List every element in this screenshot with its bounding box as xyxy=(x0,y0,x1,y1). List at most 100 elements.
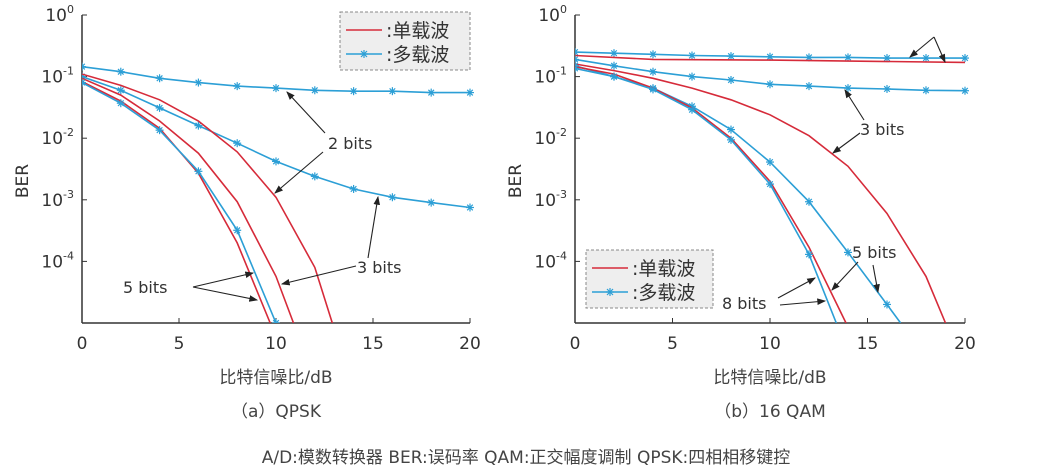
series-group xyxy=(575,48,969,323)
marker-stroke xyxy=(575,65,579,70)
series-marker xyxy=(727,125,735,134)
series-marker xyxy=(194,78,203,87)
series-marker xyxy=(649,67,657,76)
y-tick-label: 10-2 xyxy=(534,126,567,149)
y-tick-label: 10-1 xyxy=(534,65,567,88)
series-marker xyxy=(388,193,397,202)
series-marker xyxy=(233,139,242,148)
y-tick-label: 10-3 xyxy=(41,188,74,211)
legend-label: :单载波 xyxy=(386,20,449,42)
y-axis-label: BER xyxy=(506,164,526,198)
series-marker xyxy=(155,103,164,112)
annotation-arrow xyxy=(933,36,946,64)
series-line xyxy=(82,77,295,323)
x-axis-label: 比特信噪比/dB xyxy=(713,368,826,388)
marker-stroke xyxy=(575,51,579,56)
x-tick-label: 20 xyxy=(954,334,976,354)
annotation-label: 2 bits xyxy=(328,134,372,153)
series-marker xyxy=(805,82,813,91)
series-marker xyxy=(310,172,319,181)
marker-stroke xyxy=(272,319,277,323)
annotation-arrow xyxy=(192,286,259,302)
series-marker xyxy=(466,88,474,97)
series-marker xyxy=(805,250,813,259)
marker-stroke xyxy=(82,81,86,86)
series-marker xyxy=(427,88,436,97)
series-marker xyxy=(610,49,618,58)
series-marker xyxy=(116,67,125,76)
chart-caption: （b）16 QAM xyxy=(714,402,826,422)
annotation-label: 3 bits xyxy=(860,120,904,139)
series-marker xyxy=(233,82,242,91)
series-line xyxy=(575,65,847,323)
marker-stroke xyxy=(275,319,280,323)
chart-caption: （a）QPSK xyxy=(231,402,322,422)
marker-stroke xyxy=(82,63,86,68)
series-line xyxy=(82,80,271,323)
y-axis-label: BER xyxy=(13,164,33,198)
annotation-label: 5 bits xyxy=(123,278,167,297)
annotation-arrow xyxy=(844,89,865,121)
series-marker xyxy=(883,84,891,93)
series-line xyxy=(82,81,277,323)
x-tick-label: 15 xyxy=(362,334,384,354)
chart-qpsk: 100 10-1 10-2 10-3 10-4 0 5 10 15 20 BER 比特信噪比/dB （a… xyxy=(13,3,481,422)
annotation-arrow xyxy=(831,261,859,291)
marker-stroke xyxy=(82,65,86,70)
series-marker xyxy=(922,86,930,95)
series-marker xyxy=(883,300,891,309)
series-marker xyxy=(766,158,774,167)
x-tick-label: 10 xyxy=(265,334,287,354)
marker-stroke xyxy=(575,56,579,61)
marker-stroke xyxy=(575,58,579,63)
y-tick-label: 10-4 xyxy=(534,249,567,272)
series-marker xyxy=(155,126,164,135)
series-marker xyxy=(310,86,319,95)
series-line xyxy=(575,67,838,323)
y-tick-label: 10-4 xyxy=(41,249,74,272)
series-marker xyxy=(766,180,774,189)
x-tick-label: 20 xyxy=(459,334,481,354)
series-marker xyxy=(427,198,436,207)
series-marker xyxy=(82,62,86,71)
x-tick-label: 0 xyxy=(570,334,581,354)
annotation-label: 5 bits xyxy=(852,243,896,262)
x-tick-label: 10 xyxy=(759,334,781,354)
series-marker xyxy=(688,105,696,114)
marker-stroke xyxy=(575,62,579,67)
series-marker xyxy=(610,61,618,70)
y-tick-label: 100 xyxy=(538,3,567,26)
x-tick-label: 15 xyxy=(857,334,879,354)
series-marker xyxy=(649,50,657,59)
series-marker xyxy=(610,72,618,81)
annotation-arrow xyxy=(909,36,935,58)
series-marker xyxy=(844,248,852,257)
series-line xyxy=(82,73,334,323)
series-marker xyxy=(272,157,280,166)
marker-stroke xyxy=(575,67,579,72)
marker-stroke xyxy=(82,79,86,84)
series-group xyxy=(82,62,474,323)
series-marker xyxy=(116,99,125,108)
series-marker xyxy=(727,52,735,61)
series-marker xyxy=(727,76,735,85)
series-line xyxy=(575,63,947,323)
legend-label: :多载波 xyxy=(632,282,695,304)
series-marker xyxy=(272,319,280,323)
series-marker xyxy=(575,55,579,64)
series-marker xyxy=(805,197,813,206)
y-tick-label: 10-1 xyxy=(41,65,74,88)
series-marker xyxy=(575,64,579,73)
annotation-arrow xyxy=(779,298,827,306)
series-marker xyxy=(688,51,696,60)
series-marker xyxy=(883,54,891,63)
x-tick-label: 0 xyxy=(77,334,88,354)
series-marker xyxy=(961,54,969,63)
series-marker xyxy=(272,84,280,93)
annotation-arrow xyxy=(367,195,381,259)
annotation-arrow xyxy=(192,271,255,288)
legend-label: :多载波 xyxy=(386,44,449,66)
legend-label: :单载波 xyxy=(632,258,695,280)
